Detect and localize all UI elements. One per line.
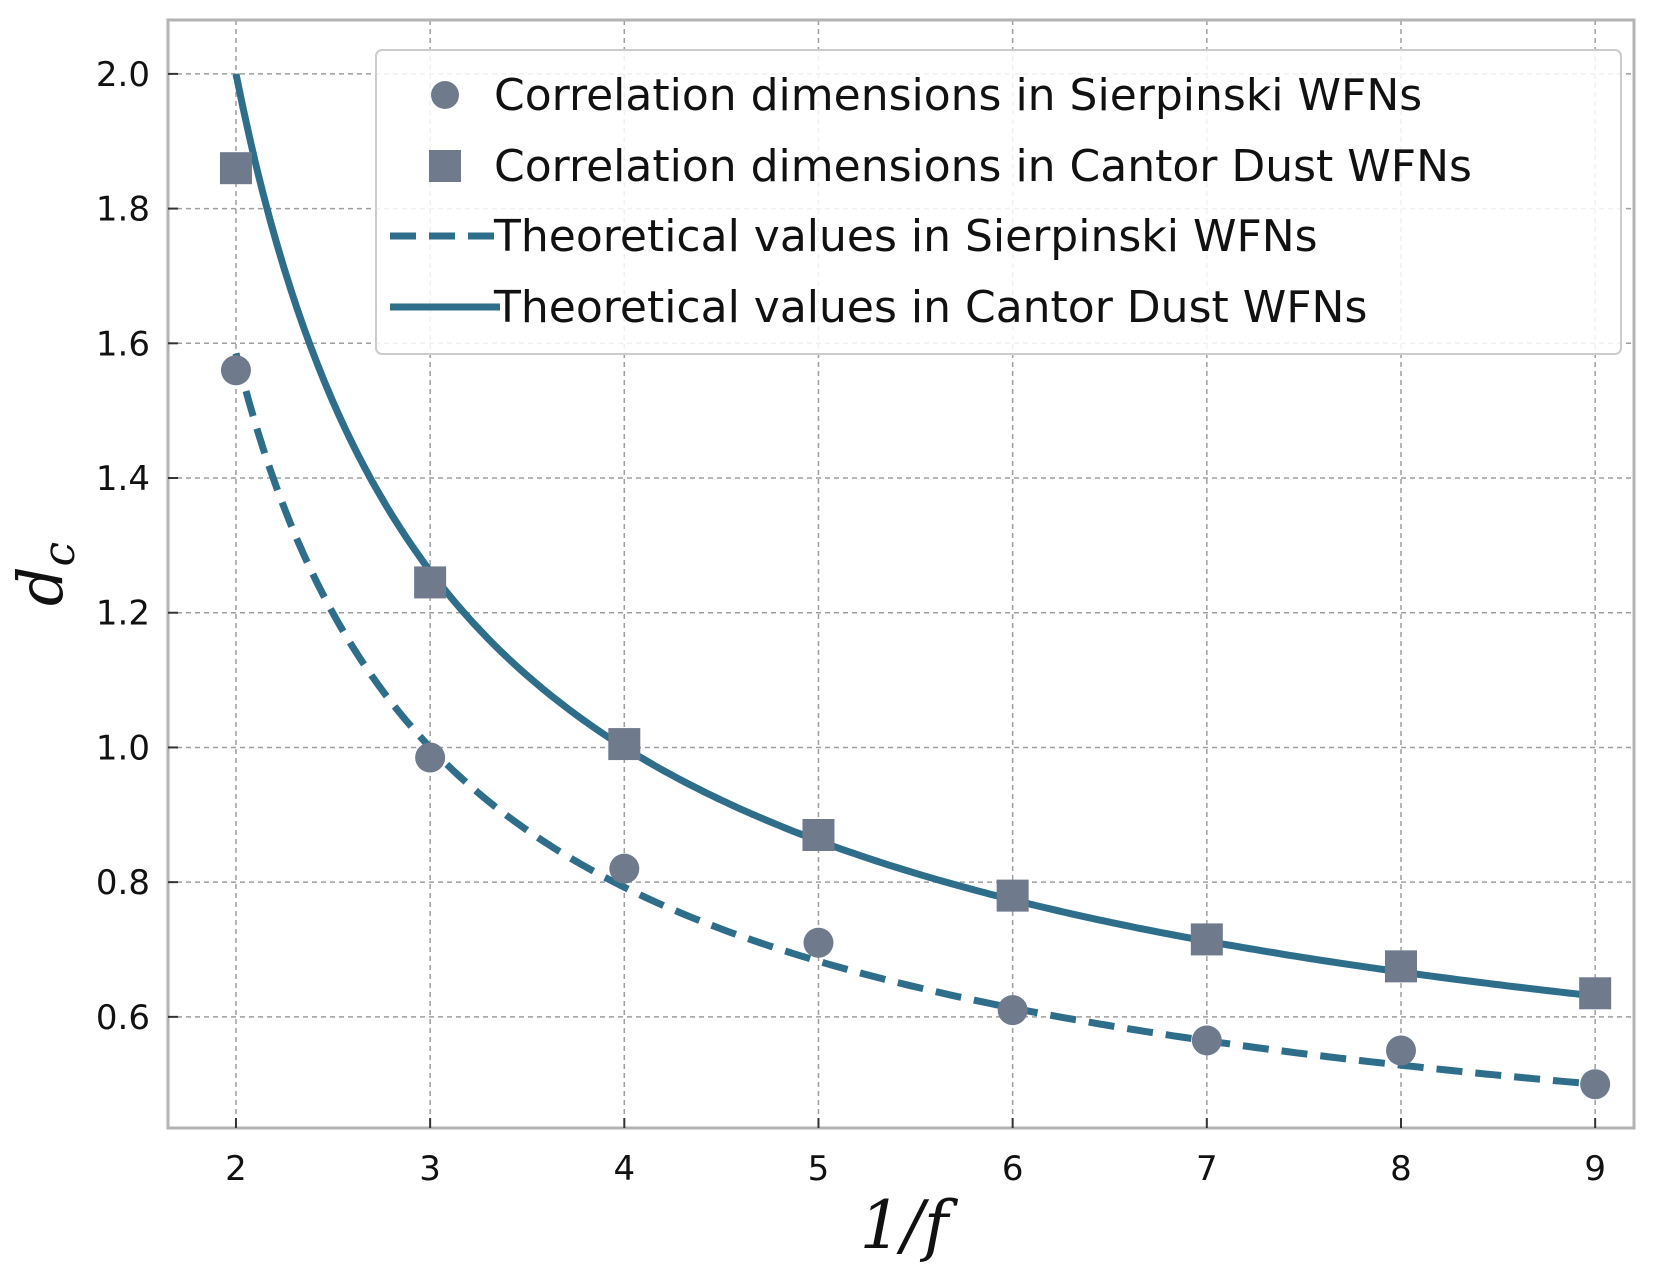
sierpinski-point [997, 995, 1028, 1026]
legend: Correlation dimensions in Sierpinski WFN… [375, 49, 1622, 355]
x-tick-label: 8 [1390, 1149, 1412, 1189]
cantor-dust-point [414, 566, 447, 599]
y-tick-label: 0.8 [96, 863, 150, 903]
sierpinski-point [803, 927, 834, 958]
cantor-dust-point [1579, 977, 1612, 1010]
y-tick-label: 1.0 [96, 728, 150, 768]
sierpinski-point [1385, 1035, 1416, 1066]
y-axis-label: dc [4, 542, 85, 606]
legend-label: Correlation dimensions in Cantor Dust WF… [494, 141, 1472, 192]
cantor-dust-point [608, 728, 641, 761]
x-axis-label: 1/f [860, 1187, 959, 1264]
sierpinski-point [609, 853, 640, 884]
legend-handle-square [429, 150, 461, 182]
cantor-dust-point [1190, 923, 1223, 956]
legend-box [375, 49, 1622, 355]
x-tick-label: 9 [1584, 1149, 1606, 1189]
x-tick-label: 4 [613, 1149, 635, 1189]
y-tick-label: 1.6 [96, 324, 150, 364]
legend-handle-circle [431, 81, 459, 109]
x-tick-label: 2 [225, 1149, 247, 1189]
sierpinski-theory-line [232, 352, 1596, 1088]
y-tick-label: 0.6 [96, 998, 150, 1038]
legend-label: Theoretical values in Cantor Dust WFNs [493, 282, 1367, 333]
x-tick-label: 7 [1196, 1149, 1218, 1189]
plot-frame [166, 18, 1636, 1130]
sierpinski-point [220, 355, 251, 386]
cantor-dust-point [802, 819, 835, 852]
y-tick-label: 1.4 [96, 459, 150, 499]
legend-label: Correlation dimensions in Sierpinski WFN… [494, 70, 1422, 121]
y-tick-label: 1.8 [96, 190, 150, 230]
y-tick-label: 2.0 [96, 55, 150, 95]
cantor-theory-line [232, 73, 1596, 1000]
axis-ticks: 2 3 4 5 6 7 8 9 0.6 0.8 1.0 1.2 1.4 1.6 1.8 2.0 [96, 55, 1606, 1189]
x-tick-label: 3 [419, 1149, 441, 1189]
sierpinski-point [1580, 1069, 1611, 1100]
y-tick-label: 1.2 [96, 594, 150, 634]
y-axis-label-main: d [4, 566, 77, 606]
series [219, 73, 1612, 1100]
cantor-dust-point [996, 879, 1029, 912]
legend-label: Theoretical values in Sierpinski WFNs [493, 211, 1318, 262]
x-tick-label: 5 [808, 1149, 830, 1189]
sierpinski-point [1191, 1025, 1222, 1056]
cantor-dust-point [219, 152, 252, 185]
sierpinski-point [415, 742, 446, 773]
y-axis-label-sub: c [34, 542, 85, 567]
x-tick-label: 6 [1002, 1149, 1024, 1189]
cantor-dust-point [1384, 950, 1417, 983]
